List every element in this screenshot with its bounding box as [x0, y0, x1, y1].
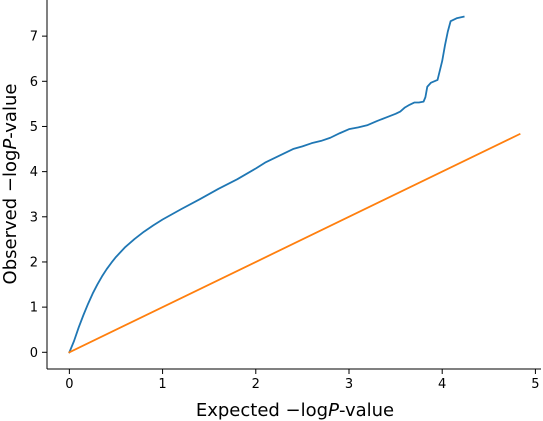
y-tick-label: 2 [30, 255, 38, 270]
y-tick-label: 3 [30, 210, 38, 225]
observed-pvalue-line [68, 15, 465, 354]
x-tick-label: 1 [158, 377, 166, 392]
y-tick-label: 7 [30, 30, 38, 45]
expected-diagonal-line [68, 132, 521, 354]
axes: 0 1 2 3 4 5 0 1 2 3 4 5 6 7 [30, 0, 541, 392]
y-tick-label: 1 [30, 301, 38, 316]
series-lines [68, 15, 521, 354]
x-axis-title-suffix: -value [339, 400, 394, 421]
x-tick-label: 3 [345, 377, 353, 392]
x-tick-label: 5 [531, 377, 539, 392]
y-axis-title-prefix: Observed −log [0, 150, 21, 285]
x-axis-title: Expected −logP-value [196, 400, 394, 421]
x-axis-title-italic: P [328, 400, 339, 421]
x-tick-label: 4 [438, 377, 446, 392]
x-axis-title-prefix: Expected −log [196, 400, 328, 421]
x-tick-label: 0 [65, 377, 73, 392]
y-axis-title-italic: P [0, 139, 21, 150]
y-tick-label: 6 [30, 75, 38, 90]
y-tick-label: 5 [30, 120, 38, 135]
y-axis-title-suffix: -value [0, 84, 21, 139]
y-axis-title: Observed −logP-value [0, 84, 21, 285]
y-tick-label: 4 [30, 165, 38, 180]
x-tick-label: 2 [252, 377, 260, 392]
y-tick-label: 0 [30, 346, 38, 361]
